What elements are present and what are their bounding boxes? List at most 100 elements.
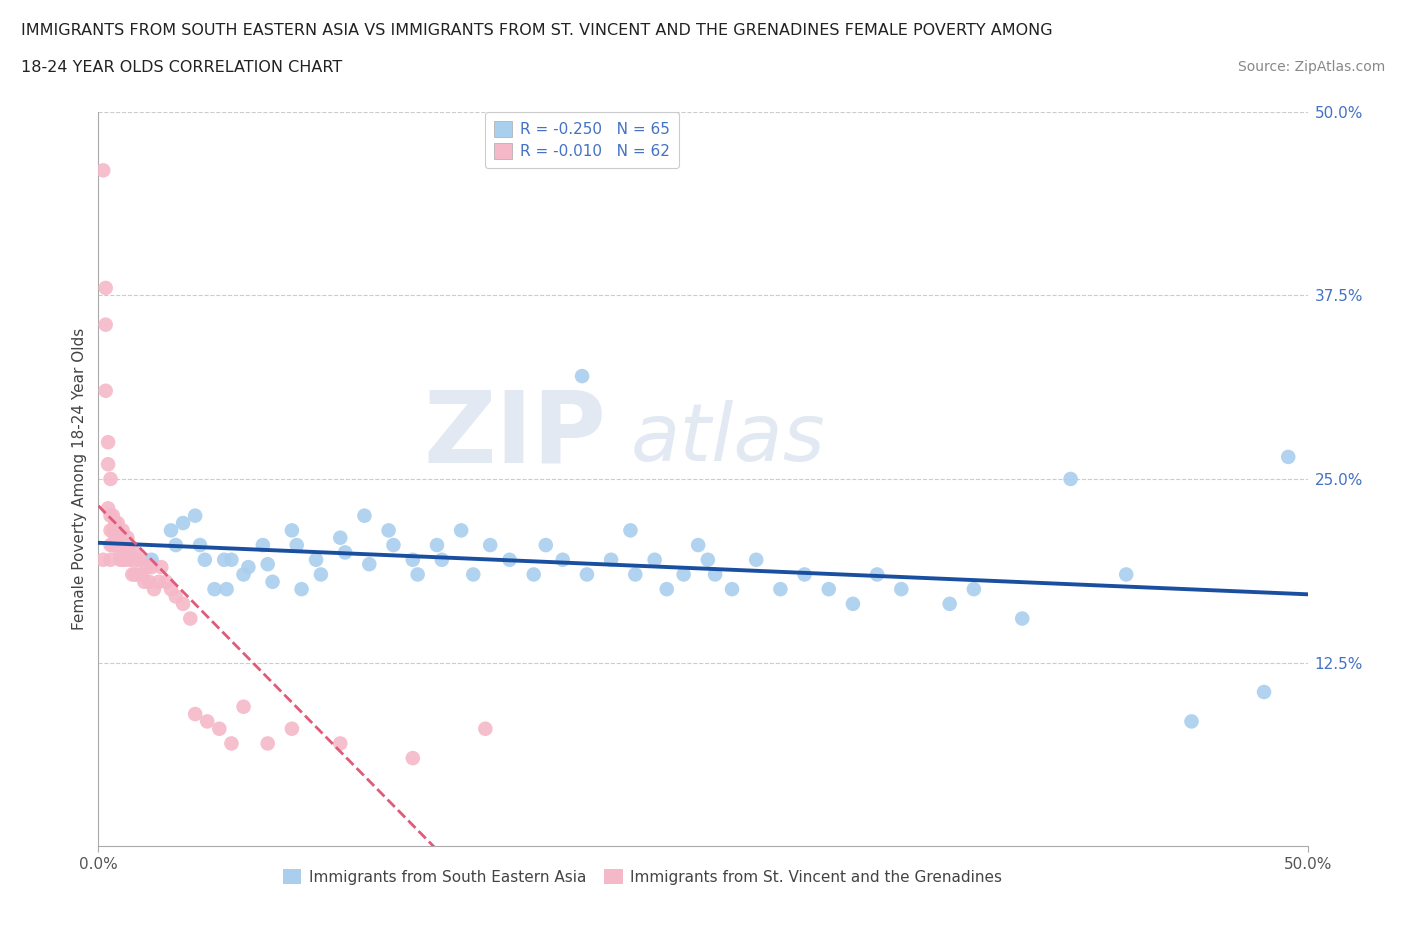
Point (107, 515, 129, 530)
Point (143, 582, 166, 597)
Point (100, 523, 122, 538)
Point (127, 567, 149, 582)
Point (600, 552, 623, 567)
Text: 18-24 YEAR OLDS CORRELATION CHART: 18-24 YEAR OLDS CORRELATION CHART (21, 60, 342, 75)
Point (655, 582, 678, 597)
Point (450, 523, 472, 538)
Point (194, 552, 217, 567)
Point (172, 596, 194, 611)
Point (101, 523, 124, 538)
Point (704, 567, 727, 582)
Point (672, 567, 695, 582)
Point (148, 575, 170, 590)
Point (160, 523, 183, 538)
Point (866, 567, 889, 582)
Point (938, 596, 960, 611)
Point (107, 538, 129, 552)
Point (890, 582, 912, 597)
Point (104, 515, 127, 530)
Point (329, 736, 352, 751)
Point (696, 552, 718, 567)
Point (402, 552, 425, 567)
Point (172, 515, 194, 530)
Point (134, 575, 156, 590)
Point (150, 560, 173, 575)
Point (463, 567, 485, 582)
Point (1059, 472, 1081, 486)
Point (329, 530, 352, 545)
Point (221, 552, 243, 567)
Point (353, 508, 375, 523)
Point (204, 582, 226, 597)
Point (498, 552, 520, 567)
Point (256, 736, 278, 751)
Point (309, 567, 332, 582)
Point (793, 567, 815, 582)
Point (188, 538, 211, 552)
Point (256, 557, 278, 572)
Point (131, 567, 153, 582)
Point (551, 552, 574, 567)
Point (232, 699, 254, 714)
Point (1253, 684, 1275, 699)
Point (141, 560, 163, 575)
Point (124, 567, 146, 582)
Point (479, 538, 502, 552)
Point (426, 538, 449, 552)
Y-axis label: Female Poverty Among 18-24 Year Olds: Female Poverty Among 18-24 Year Olds (72, 328, 87, 631)
Point (262, 575, 284, 590)
Point (769, 582, 792, 597)
Point (124, 545, 146, 560)
Point (290, 582, 312, 597)
Point (94, 317, 117, 332)
Point (100, 472, 122, 486)
Point (101, 538, 124, 552)
Point (135, 560, 157, 575)
Point (94, 383, 117, 398)
Text: ZIP: ZIP (423, 386, 606, 484)
Point (195, 714, 218, 729)
Point (285, 538, 308, 552)
Point (107, 523, 129, 538)
Point (624, 567, 647, 582)
Point (745, 552, 768, 567)
Point (523, 567, 546, 582)
Point (430, 552, 453, 567)
Point (402, 751, 425, 765)
Point (688, 538, 710, 552)
Point (100, 538, 122, 552)
Point (644, 552, 666, 567)
Point (128, 552, 150, 567)
Point (117, 538, 139, 552)
Point (359, 557, 381, 572)
Point (1011, 611, 1033, 626)
Point (1277, 449, 1299, 464)
Point (101, 508, 124, 523)
Point (252, 538, 274, 552)
Point (474, 722, 496, 737)
Point (91, 163, 114, 178)
Point (305, 552, 328, 567)
Point (534, 538, 557, 552)
Point (619, 523, 641, 538)
Point (842, 596, 865, 611)
Point (406, 567, 429, 582)
Point (100, 508, 122, 523)
Point (575, 567, 598, 582)
Text: atlas: atlas (630, 400, 825, 477)
Point (165, 589, 187, 604)
Point (118, 552, 141, 567)
Point (97, 435, 120, 450)
Point (377, 523, 399, 538)
Point (184, 508, 207, 523)
Point (281, 523, 304, 538)
Point (108, 552, 131, 567)
Point (97, 501, 120, 516)
Point (141, 552, 163, 567)
Point (160, 582, 183, 597)
Point (91, 552, 114, 567)
Point (111, 538, 134, 552)
Point (281, 722, 304, 737)
Point (238, 560, 260, 575)
Legend: Immigrants from South Eastern Asia, Immigrants from St. Vincent and the Grenadin: Immigrants from South Eastern Asia, Immi… (274, 859, 1011, 894)
